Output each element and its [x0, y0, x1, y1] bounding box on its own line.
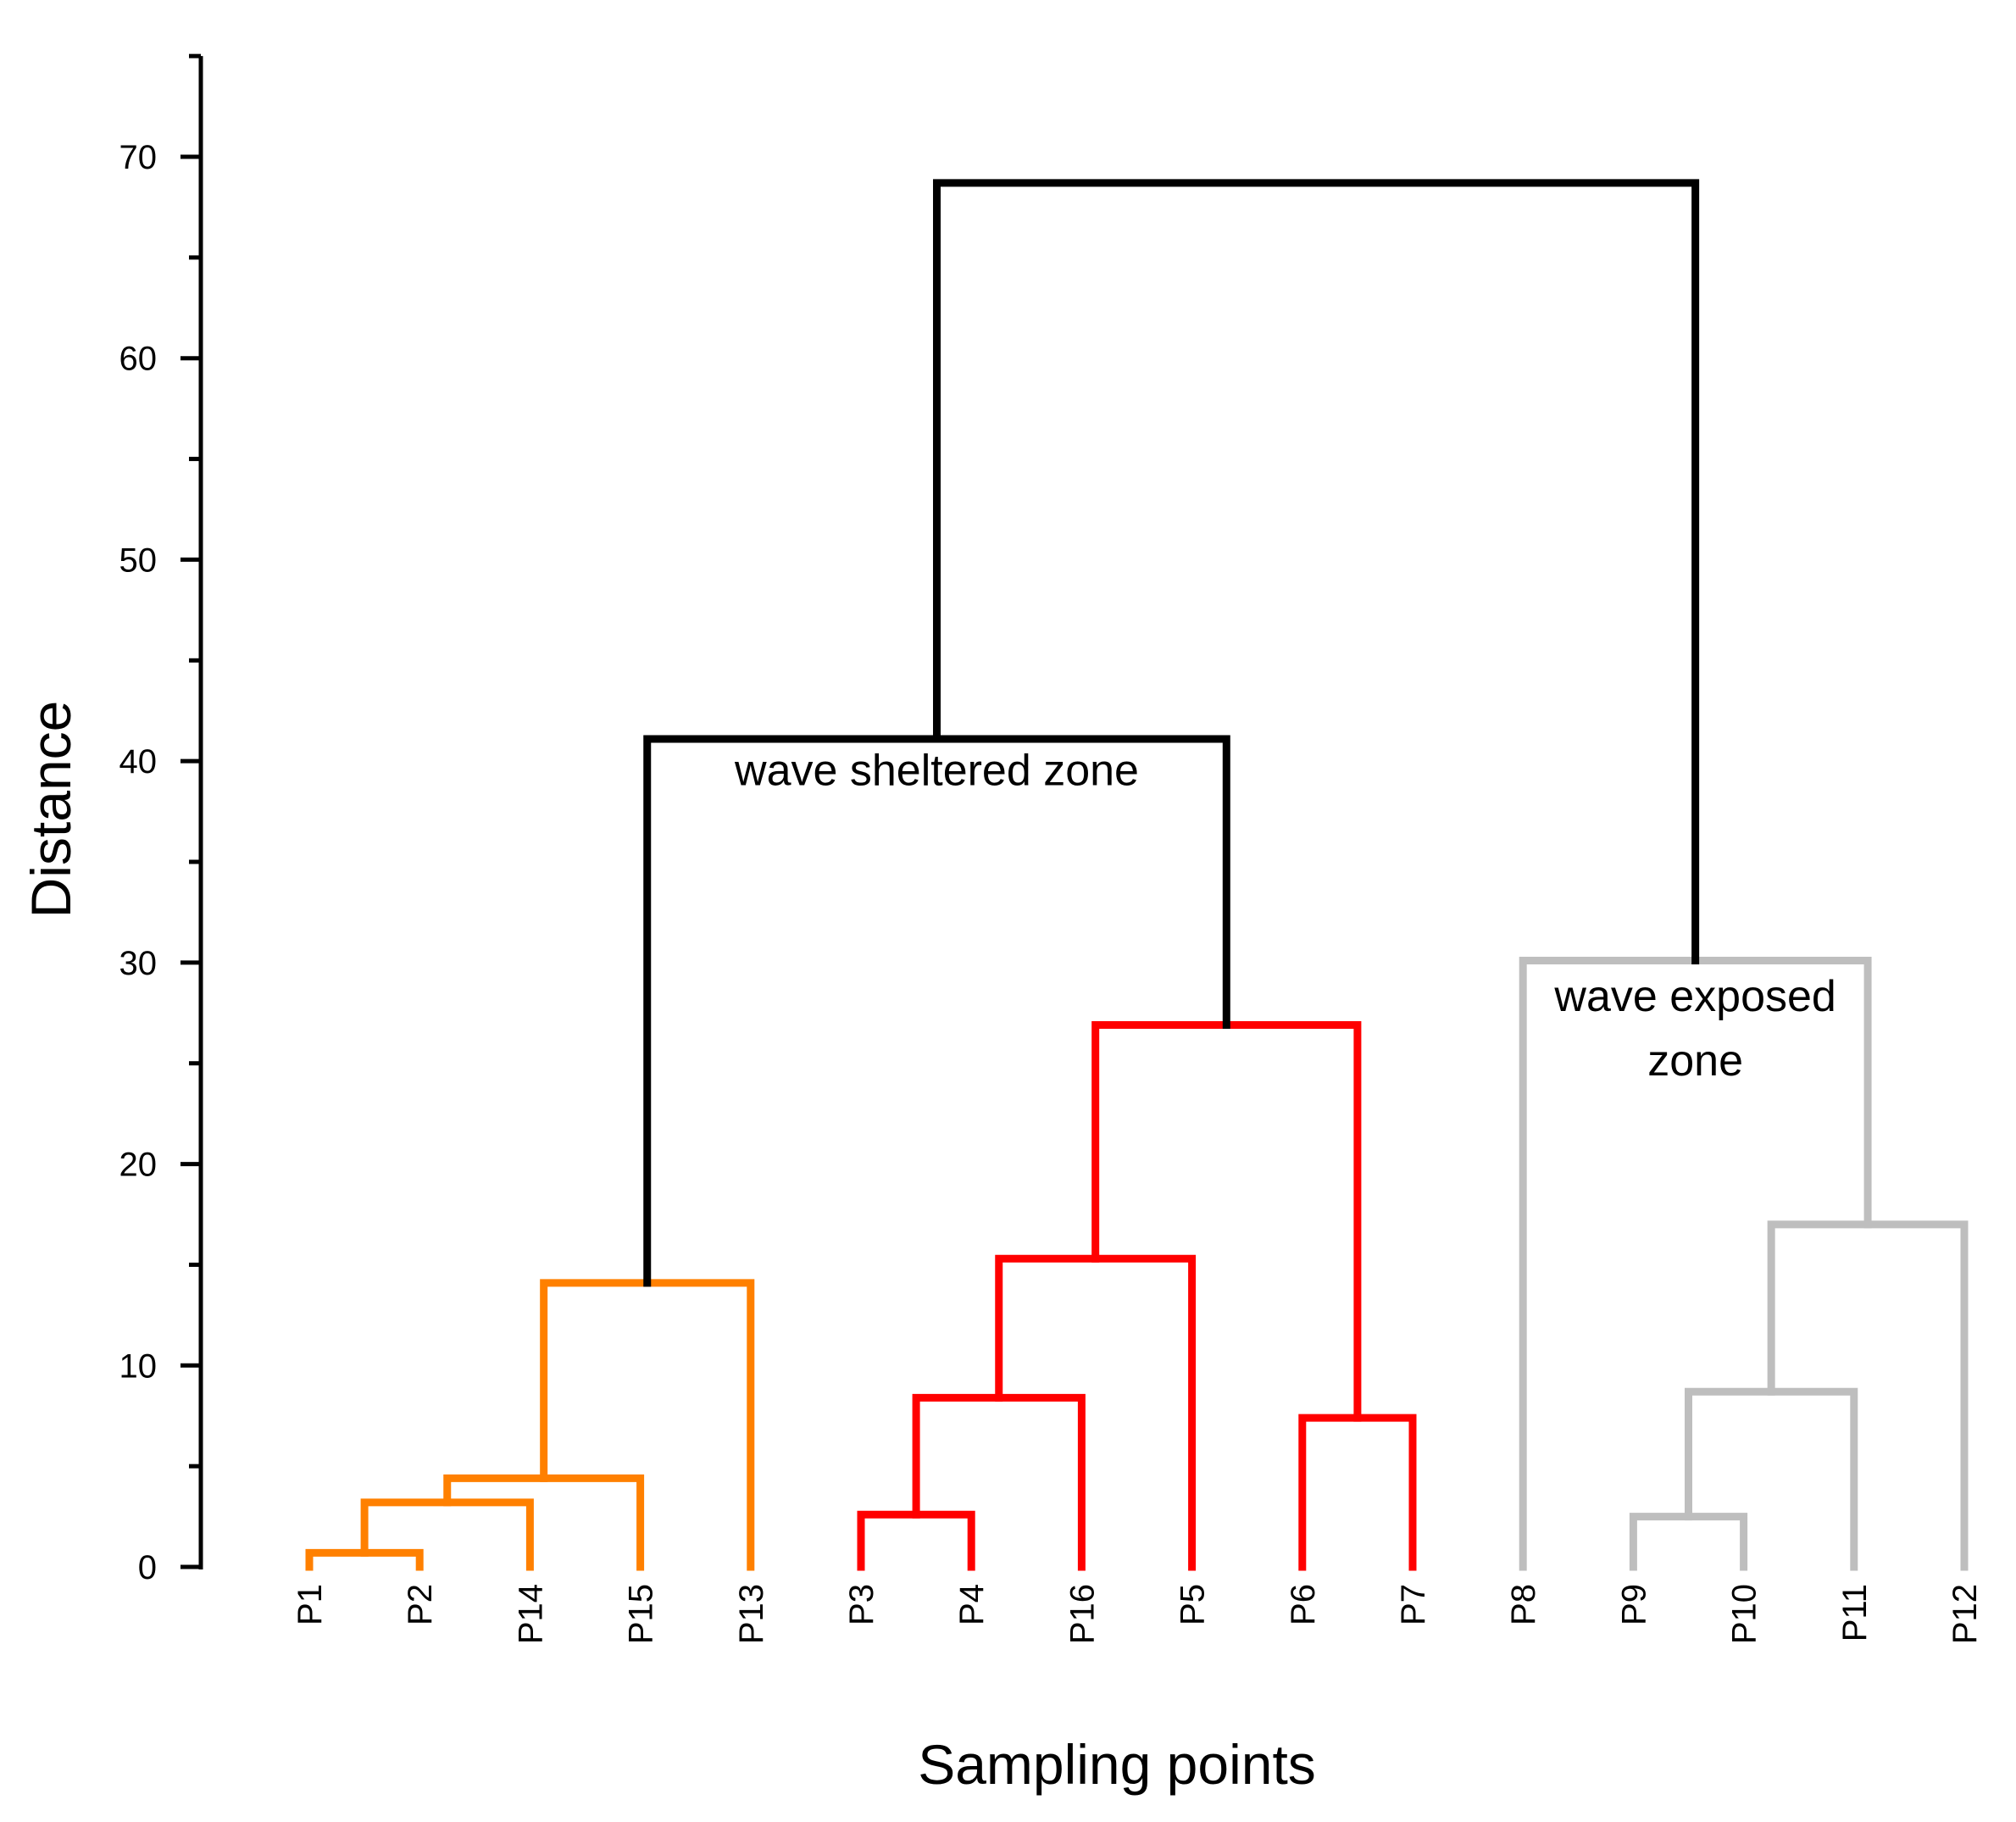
leaf-label-P4: P4: [953, 1584, 991, 1625]
annotations: wave sheltered zone wave exposed zone: [734, 747, 1836, 1086]
y-tick-label: 20: [119, 1147, 158, 1184]
dendrogram-link-m7: [1298, 1414, 1417, 1571]
annotation-1: wave exposed zone: [1553, 972, 1836, 1086]
dendrogram-link-m1: [360, 1498, 534, 1571]
dendrogram-link-m8: [1091, 1021, 1362, 1422]
leaf-label-P13: P13: [733, 1584, 770, 1644]
dendrogram-links: [305, 179, 1969, 1571]
dendrogram-link-m14: [933, 179, 1700, 964]
leaf-label-P1: P1: [292, 1584, 329, 1625]
dendrogram-link-m2: [443, 1474, 645, 1571]
leaf-label-P7: P7: [1395, 1584, 1432, 1625]
y-tick-label: 60: [119, 341, 158, 378]
dendrogram-link-m3: [540, 1279, 755, 1571]
dendrogram-link-m4: [857, 1510, 975, 1571]
y-axis-title: Distance: [19, 701, 82, 919]
leaf-label-P14: P14: [512, 1584, 549, 1644]
y-tick-label: 30: [119, 945, 158, 982]
y-axis: 0 10 20 30 40 50 60 70: [119, 53, 203, 1586]
leaf-label-P10: P10: [1726, 1584, 1763, 1644]
leaf-label-P11: P11: [1836, 1584, 1874, 1641]
annotation-line: zone: [1647, 1036, 1743, 1086]
y-tick-label: 70: [119, 139, 158, 176]
dendrogram-link-m6: [995, 1254, 1197, 1571]
leaf-label-P2: P2: [402, 1584, 439, 1625]
y-tick-label: 10: [119, 1347, 158, 1385]
dendrogram-link-m5: [912, 1393, 1086, 1571]
leaf-label-P16: P16: [1064, 1584, 1101, 1644]
annotation-line: wave exposed: [1553, 972, 1836, 1021]
annotation-line: wave sheltered zone: [734, 747, 1139, 796]
y-tick-label: 0: [138, 1549, 157, 1586]
leaf-label-P3: P3: [843, 1584, 880, 1625]
x-axis-title: Sampling points: [918, 1733, 1316, 1796]
dendrogram-link-m13: [643, 735, 1230, 1287]
annotation-0: wave sheltered zone: [734, 747, 1139, 796]
y-tick-label: 50: [119, 542, 158, 579]
leaf-label-P5: P5: [1175, 1584, 1212, 1625]
leaf-label-P8: P8: [1505, 1584, 1542, 1625]
dendrogram-link-m11: [1767, 1220, 1969, 1571]
leaf-label-P12: P12: [1947, 1584, 1984, 1644]
dendrogram-link-m9: [1629, 1513, 1748, 1571]
leaf-label-P15: P15: [623, 1584, 660, 1644]
leaf-label-P6: P6: [1285, 1584, 1322, 1625]
leaf-label-P9: P9: [1615, 1584, 1652, 1625]
dendrogram-link-m10: [1685, 1387, 1858, 1571]
y-tick-label: 40: [119, 743, 158, 780]
leaf-labels: P1 P2 P14 P15 P13 P3 P4 P16 P5 P6 P7 P8 P9 P10 P11 P12: [292, 1584, 1984, 1644]
